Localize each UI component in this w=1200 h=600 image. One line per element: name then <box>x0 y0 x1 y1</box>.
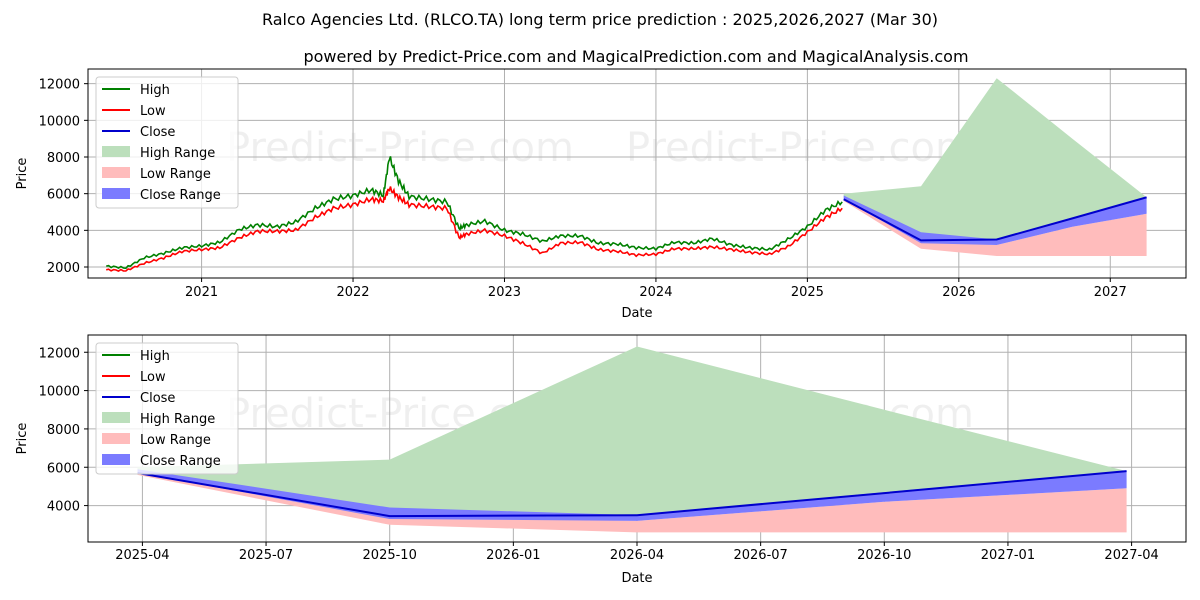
x-tick-label: 2026-04 <box>610 548 664 563</box>
close-range-band <box>843 195 1147 245</box>
legend-swatch <box>102 433 130 444</box>
high-series-line <box>106 156 843 270</box>
close-forecast-line <box>843 196 1147 242</box>
y-tick-label: 10000 <box>39 114 80 129</box>
legend-label: Low Range <box>140 433 211 448</box>
top-panel: Predict-Price.com Predict-Price.com 2021 20… <box>15 68 1187 321</box>
y-tick-label: 4000 <box>47 500 80 515</box>
y-tick-label: 12000 <box>39 78 80 93</box>
y-tick-label: 10000 <box>39 385 80 400</box>
legend-label: Close <box>140 391 175 406</box>
legend-label: Low <box>140 104 166 119</box>
x-tick-label: 2025-10 <box>363 548 417 563</box>
x-tick-label: 2026-07 <box>733 548 787 563</box>
x-tick-label: 2026-10 <box>857 548 911 563</box>
legend-label: Close Range <box>140 454 221 469</box>
x-tick-label: 2025 <box>791 285 824 300</box>
chart-subtitle: powered by Predict-Price.com and Magical… <box>303 47 968 66</box>
close-forecast-line <box>137 470 1127 518</box>
legend-swatch <box>102 412 130 423</box>
legend-label: High <box>140 349 170 364</box>
x-tick-label: 2025-04 <box>115 548 169 563</box>
legend-box <box>95 342 239 475</box>
y-tick-label: 2000 <box>47 261 80 276</box>
y-tick-label: 8000 <box>47 151 80 166</box>
legend-label: High Range <box>140 146 215 161</box>
x-tick-label: 2021 <box>185 285 218 300</box>
x-axis-label: Date <box>621 571 652 586</box>
x-axis-label: Date <box>621 306 652 321</box>
legend-swatch <box>102 167 130 178</box>
y-axis-label: Price <box>15 423 30 455</box>
y-tick-label: 4000 <box>47 224 80 239</box>
x-tick-label: 2024 <box>639 285 672 300</box>
legend-label: Close Range <box>140 188 221 203</box>
legend-label: Close <box>140 125 175 140</box>
x-tick-label: 2025-07 <box>239 548 293 563</box>
x-tick-label: 2027 <box>1094 285 1127 300</box>
legend-swatch <box>102 146 130 157</box>
legend-label: High Range <box>140 412 215 427</box>
legend-box <box>95 76 239 209</box>
x-tick-label: 2027-04 <box>1104 548 1158 563</box>
x-tick-label: 2022 <box>336 285 369 300</box>
legend-swatch <box>102 188 130 199</box>
high-range-band <box>843 78 1147 240</box>
axes-frame <box>87 68 1187 279</box>
legend-label: Low <box>140 370 166 385</box>
bottom-panel: Predict-Price.comPredict-Price.com2025-0… <box>15 334 1187 586</box>
y-tick-label: 8000 <box>47 423 80 438</box>
x-tick-label: 2023 <box>488 285 521 300</box>
y-tick-label: 12000 <box>39 346 80 361</box>
watermark-text: Predict-Price.com <box>226 125 574 171</box>
y-tick-label: 6000 <box>47 188 80 203</box>
chart-title: Ralco Agencies Ltd. (RLCO.TA) long term … <box>262 10 938 29</box>
legend-swatch <box>102 454 130 465</box>
low-series-line <box>106 186 843 273</box>
high-range-band <box>137 346 1127 516</box>
y-tick-label: 6000 <box>47 461 80 476</box>
legend-label: Low Range <box>140 167 211 182</box>
x-tick-label: 2026-01 <box>486 548 540 563</box>
x-tick-label: 2027-01 <box>981 548 1035 563</box>
close-range-band <box>137 469 1127 521</box>
y-axis-label: Price <box>15 158 30 190</box>
watermark-text: Predict-Price.com <box>626 125 974 171</box>
x-tick-label: 2026 <box>942 285 975 300</box>
legend-label: High <box>140 83 170 98</box>
